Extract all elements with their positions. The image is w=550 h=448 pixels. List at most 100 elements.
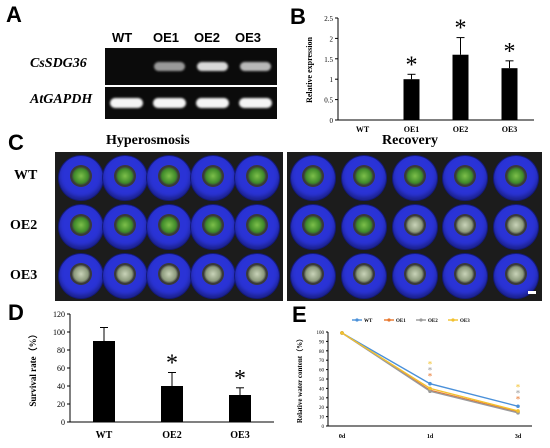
seedling xyxy=(507,265,525,283)
seedling xyxy=(116,167,134,185)
bar xyxy=(501,68,518,120)
y-tick-label: 60 xyxy=(319,369,325,374)
plant-pot xyxy=(147,156,191,200)
plant-pot xyxy=(147,205,191,249)
significance-star: * xyxy=(234,366,246,392)
seedling xyxy=(304,265,322,283)
seedling xyxy=(116,265,134,283)
seedling xyxy=(72,216,90,234)
significance-star: * xyxy=(516,388,521,398)
gel-image-atgapdh xyxy=(105,87,277,119)
gel-band-atgapdh xyxy=(153,98,186,108)
gel-band-atgapdh xyxy=(196,98,229,108)
y-tick-label: 2 xyxy=(330,35,334,43)
significance-star: * xyxy=(516,382,521,392)
y-tick-label: 10 xyxy=(319,416,325,421)
data-point xyxy=(428,381,432,386)
plant-pot xyxy=(494,205,538,249)
y-tick-label: 90 xyxy=(319,340,325,345)
bar xyxy=(161,386,183,422)
scale-bar xyxy=(528,291,536,294)
legend-label: OE3 xyxy=(460,319,470,324)
bar xyxy=(229,395,251,422)
plant-pot xyxy=(103,205,147,249)
significance-star: * xyxy=(455,16,467,42)
y-tick-label: 40 xyxy=(319,387,325,392)
seedling xyxy=(405,167,424,185)
gel-image-cssdg36 xyxy=(105,48,277,85)
significance-star: * xyxy=(504,39,516,65)
legend-marker xyxy=(387,318,391,322)
seedling xyxy=(248,167,266,185)
plant-pot xyxy=(59,254,103,298)
y-tick-label: 60 xyxy=(57,364,65,373)
seedling xyxy=(507,167,525,185)
plant-pot xyxy=(291,156,335,200)
x-tick-label: OE3 xyxy=(502,125,518,134)
data-point xyxy=(340,331,344,335)
seedling xyxy=(405,216,424,234)
plant-pot xyxy=(443,156,488,200)
y-tick-label: 0 xyxy=(330,117,334,125)
chart-relative-expression: 0 0.5 1 1.5 2 2.5 * * * WT OE1 OE2 OE3 Relative ex… xyxy=(305,15,534,134)
y-tick-label: 100 xyxy=(53,328,65,337)
seedling xyxy=(160,167,178,185)
plant-pot xyxy=(291,254,335,298)
x-tick-label: OE3 xyxy=(230,430,249,441)
plant-pot xyxy=(392,205,437,249)
plant-pot xyxy=(392,156,437,200)
legend-marker xyxy=(451,318,455,322)
y-tick-label: 1.5 xyxy=(324,56,333,64)
seedling xyxy=(354,265,373,283)
significance-star: * xyxy=(516,394,521,404)
lane-label-oe3: OE3 xyxy=(235,30,262,45)
x-tick-label: OE2 xyxy=(162,430,181,441)
plant-pot xyxy=(59,156,103,200)
data-point xyxy=(428,386,432,391)
data-point xyxy=(428,389,432,394)
panel-label-d: D xyxy=(8,300,24,325)
seedling xyxy=(456,167,475,185)
significance-star: * xyxy=(166,351,178,377)
data-point xyxy=(516,409,520,413)
plant-pot xyxy=(443,254,488,298)
e-ylabel: Relative water content（%） xyxy=(296,335,304,423)
seedling xyxy=(405,265,424,283)
plant-pot xyxy=(103,254,147,298)
plant-pot xyxy=(235,205,279,249)
y-tick-label: 80 xyxy=(319,350,325,355)
plant-pot xyxy=(191,156,235,200)
y-tick-label: 20 xyxy=(319,406,325,411)
data-point xyxy=(516,404,520,409)
y-tick-label: 2.5 xyxy=(324,15,333,23)
y-tick-label: 50 xyxy=(319,378,325,383)
seedling xyxy=(204,167,222,185)
y-tick-label: 100 xyxy=(317,331,325,336)
y-tick-label: 30 xyxy=(319,397,325,402)
seedling xyxy=(248,216,266,234)
gel-band-cssdg36 xyxy=(154,62,185,71)
y-tick-label: 70 xyxy=(319,359,325,364)
seedling xyxy=(160,265,178,283)
plant-pot xyxy=(341,205,386,249)
plant-pot xyxy=(59,205,103,249)
y-tick-label: 1 xyxy=(330,76,334,84)
y-tick-label: 120 xyxy=(53,310,65,319)
significance-star: * xyxy=(428,360,433,370)
x-tick-label: WT xyxy=(356,125,370,134)
panel-label-e: E xyxy=(292,302,307,327)
legend-label: OE1 xyxy=(396,319,406,324)
plant-pot xyxy=(191,205,235,249)
gel-band-cssdg36 xyxy=(197,62,228,71)
gel-band-cssdg36 xyxy=(240,62,271,71)
plant-pot xyxy=(235,156,279,200)
plant-pot xyxy=(443,205,488,249)
gel-band-atgapdh xyxy=(239,98,272,108)
y-tick-label: 80 xyxy=(57,346,65,355)
y-tick-label: 20 xyxy=(57,400,65,409)
y-tick-label: 40 xyxy=(57,382,65,391)
row-label-oe3: OE3 xyxy=(10,268,38,283)
gene-label-atgapdh: AtGAPDH xyxy=(30,92,93,107)
significance-star: * xyxy=(406,52,418,78)
photo-title-recovery: Recovery xyxy=(382,133,438,148)
